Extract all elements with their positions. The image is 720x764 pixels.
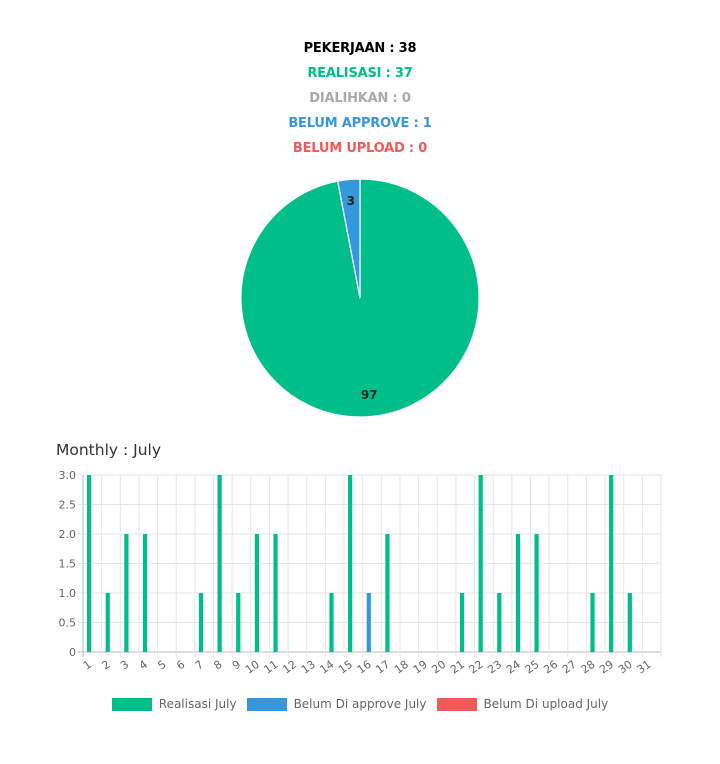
pekerjaan-count: PEKERJAAN : 38 <box>303 41 417 56</box>
x-tick-label: 5 <box>155 658 168 673</box>
x-tick-label: 10 <box>243 658 262 677</box>
y-tick-label: 1.0 <box>59 587 77 600</box>
monthly-title: Monthly : July <box>56 441 162 459</box>
bar-realisasi-july-29 <box>609 475 614 652</box>
legend-label: Realisasi July <box>158 697 237 711</box>
pie-data-label: 97 <box>361 388 378 402</box>
x-tick-label: 22 <box>467 658 486 677</box>
bar-realisasi-july-2 <box>105 593 110 652</box>
bar-belum-di-approve-july-16 <box>366 593 371 652</box>
legend-swatch <box>246 697 287 711</box>
x-tick-label: 17 <box>373 658 392 677</box>
x-tick-label: 23 <box>485 658 504 677</box>
x-tick-label: 12 <box>280 658 299 677</box>
x-tick-label: 27 <box>560 658 579 677</box>
bar-realisasi-july-4 <box>142 534 148 652</box>
bar-realisasi-july-17 <box>385 534 390 652</box>
pie-data-label: 3 <box>347 194 355 208</box>
grid-lines <box>78 474 662 657</box>
x-tick-label: 18 <box>392 658 411 677</box>
x-tick-label: 28 <box>579 658 598 677</box>
x-tick-label: 29 <box>597 658 616 677</box>
bar-realisasi-july-30 <box>627 593 632 652</box>
pie-slice-belum-approve <box>337 178 361 299</box>
summary-panel: PEKERJAAN : 38 REALISASI : 37 DIALIHKAN … <box>0 36 720 161</box>
legend-item-belum-di-upload-july[interactable]: Belum Di upload July <box>436 697 609 711</box>
bar-realisasi-july-8 <box>217 475 222 652</box>
bar-realisasi-july-25 <box>534 534 539 652</box>
x-tick-label: 3 <box>118 658 131 673</box>
x-tick-label: 7 <box>193 658 206 673</box>
dialihkan-count: DIALIHKAN : 0 <box>309 91 411 106</box>
x-tick-label: 30 <box>616 658 635 677</box>
pie-chart: 97 3 <box>240 178 480 418</box>
x-tick-label: 9 <box>230 658 243 673</box>
bar-realisasi-july-14 <box>329 593 334 652</box>
x-tick-label: 11 <box>262 658 281 677</box>
bar-realisasi-july-9 <box>236 593 241 652</box>
bar-chart: 00.51.01.52.02.53.01 2 3 4 5 6 7 8 9 10 11 12 13 14 15… <box>59 469 662 677</box>
legend-label: Belum Di upload July <box>483 697 609 711</box>
bar-realisasi-july-22 <box>478 475 483 652</box>
bar-realisasi-july-15 <box>348 475 353 652</box>
belum-approve-count: BELUM APPROVE : 1 <box>288 116 432 131</box>
x-tick-label: 13 <box>299 658 318 677</box>
x-tick-label: 15 <box>336 658 355 677</box>
x-tick-label: 2 <box>99 658 112 673</box>
bar-realisasi-july-7 <box>198 593 204 652</box>
x-tick-label: 19 <box>411 658 430 677</box>
bar-realisasi-july-11 <box>273 534 278 652</box>
legend-swatch <box>111 697 152 711</box>
belum-upload-count: BELUM UPLOAD : 0 <box>292 141 428 156</box>
bar-realisasi-july-24 <box>515 534 521 652</box>
y-tick-label: 0.5 <box>59 617 77 630</box>
legend-label: Belum Di approve July <box>293 697 427 711</box>
legend-item-belum-di-approve-july[interactable]: Belum Di approve July <box>246 697 427 711</box>
bar-chart-legend: Realisasi July Belum Di approve July Belum… <box>0 694 720 714</box>
bar-realisasi-july-3 <box>124 534 129 652</box>
x-tick-label: 21 <box>448 658 467 677</box>
y-tick-label: 1.5 <box>59 558 77 571</box>
y-tick-label: 2.0 <box>59 528 77 541</box>
bar-realisasi-july-21 <box>459 593 465 652</box>
x-tick-label: 8 <box>211 658 224 673</box>
y-tick-label: 2.5 <box>59 499 77 512</box>
bar-realisasi-july-10 <box>254 534 260 652</box>
x-tick-label: 4 <box>137 658 150 673</box>
bar-realisasi-july-28 <box>590 593 595 652</box>
x-tick-label: 1 <box>81 658 94 673</box>
realisasi-count: REALISASI : 37 <box>307 66 413 81</box>
y-tick-label: 3.0 <box>59 469 77 482</box>
legend-swatch <box>436 697 477 711</box>
legend-item-realisasi-july[interactable]: Realisasi July <box>111 697 237 711</box>
x-tick-label: 6 <box>174 658 187 673</box>
x-tick-label: 24 <box>504 658 523 677</box>
x-tick-label: 26 <box>541 658 560 677</box>
x-tick-label: 14 <box>318 658 337 677</box>
x-tick-label: 16 <box>355 658 374 677</box>
bar-realisasi-july-23 <box>497 593 502 652</box>
x-tick-label: 20 <box>429 658 448 677</box>
x-tick-label: 31 <box>634 658 653 677</box>
bar-realisasi-july-1 <box>87 475 92 652</box>
x-tick-label: 25 <box>523 658 542 677</box>
y-tick-label: 0 <box>69 646 76 659</box>
